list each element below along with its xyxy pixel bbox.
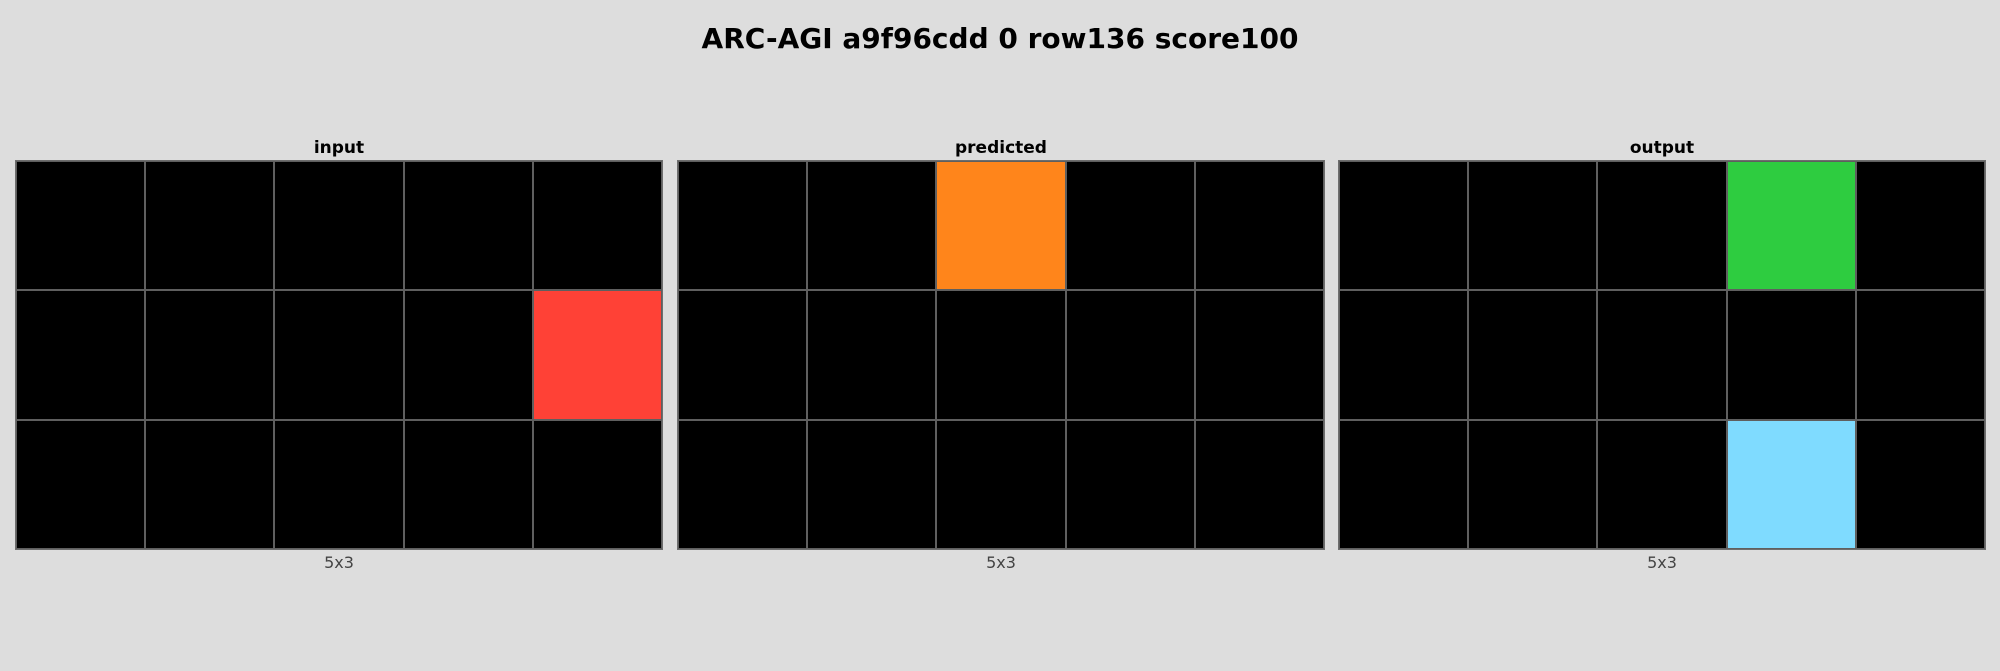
- input-panel-label: input: [313, 138, 365, 158]
- grid-cell: [1726, 161, 1856, 291]
- grid-cell: [678, 290, 808, 420]
- grid-cell: [1339, 161, 1469, 291]
- output-panel: output 5x3: [1338, 136, 1986, 573]
- grid-cell: [1468, 419, 1598, 549]
- grid-cell: [532, 290, 662, 420]
- grid-cell: [1339, 419, 1469, 549]
- grid-cell: [274, 419, 404, 549]
- grid-cell: [1339, 290, 1469, 420]
- input-grid: [15, 160, 663, 550]
- grid-cell: [145, 419, 275, 549]
- grid-cell: [807, 290, 937, 420]
- output-dimensions: 5x3: [1647, 553, 1677, 572]
- predicted-grid: [677, 160, 1325, 550]
- grid-cell: [532, 419, 662, 549]
- grid-cell: [274, 290, 404, 420]
- grid-cell: [1597, 290, 1727, 420]
- grid-cell: [1468, 161, 1598, 291]
- predicted-panel-label: predicted: [955, 138, 1047, 158]
- grid-cell: [936, 290, 1066, 420]
- page-title: ARC-AGI a9f96cdd 0 row136 score100: [701, 22, 1299, 55]
- output-grid: [1338, 160, 1986, 550]
- predicted-panel: predicted 5x3: [677, 136, 1325, 573]
- grid-cell: [1855, 419, 1985, 549]
- grid-cell: [1726, 419, 1856, 549]
- grid-cell: [403, 161, 533, 291]
- grid-cell: [678, 161, 808, 291]
- grid-cell: [678, 419, 808, 549]
- grid-cell: [145, 290, 275, 420]
- grid-cell: [16, 419, 146, 549]
- grid-cell: [274, 161, 404, 291]
- grid-cell: [403, 419, 533, 549]
- input-panel: input 5x3: [15, 136, 663, 573]
- input-dimensions: 5x3: [324, 553, 354, 572]
- grid-cell: [936, 161, 1066, 291]
- grid-cell: [1194, 161, 1324, 291]
- grid-cell: [1194, 419, 1324, 549]
- grid-cell: [1468, 290, 1598, 420]
- grid-cell: [936, 419, 1066, 549]
- grid-cell: [1597, 419, 1727, 549]
- grid-cell: [1065, 290, 1195, 420]
- grid-cell: [1855, 290, 1985, 420]
- grid-cell: [145, 161, 275, 291]
- output-panel-label: output: [1629, 138, 1695, 158]
- grid-cell: [1597, 161, 1727, 291]
- grid-cell: [1065, 161, 1195, 291]
- grid-cell: [1065, 419, 1195, 549]
- grid-cell: [16, 161, 146, 291]
- grid-cell: [532, 161, 662, 291]
- grid-cell: [807, 419, 937, 549]
- grid-cell: [16, 290, 146, 420]
- grid-cell: [1726, 290, 1856, 420]
- grid-cell: [1194, 290, 1324, 420]
- grid-cell: [807, 161, 937, 291]
- predicted-dimensions: 5x3: [986, 553, 1016, 572]
- grid-cell: [1855, 161, 1985, 291]
- grid-cell: [403, 290, 533, 420]
